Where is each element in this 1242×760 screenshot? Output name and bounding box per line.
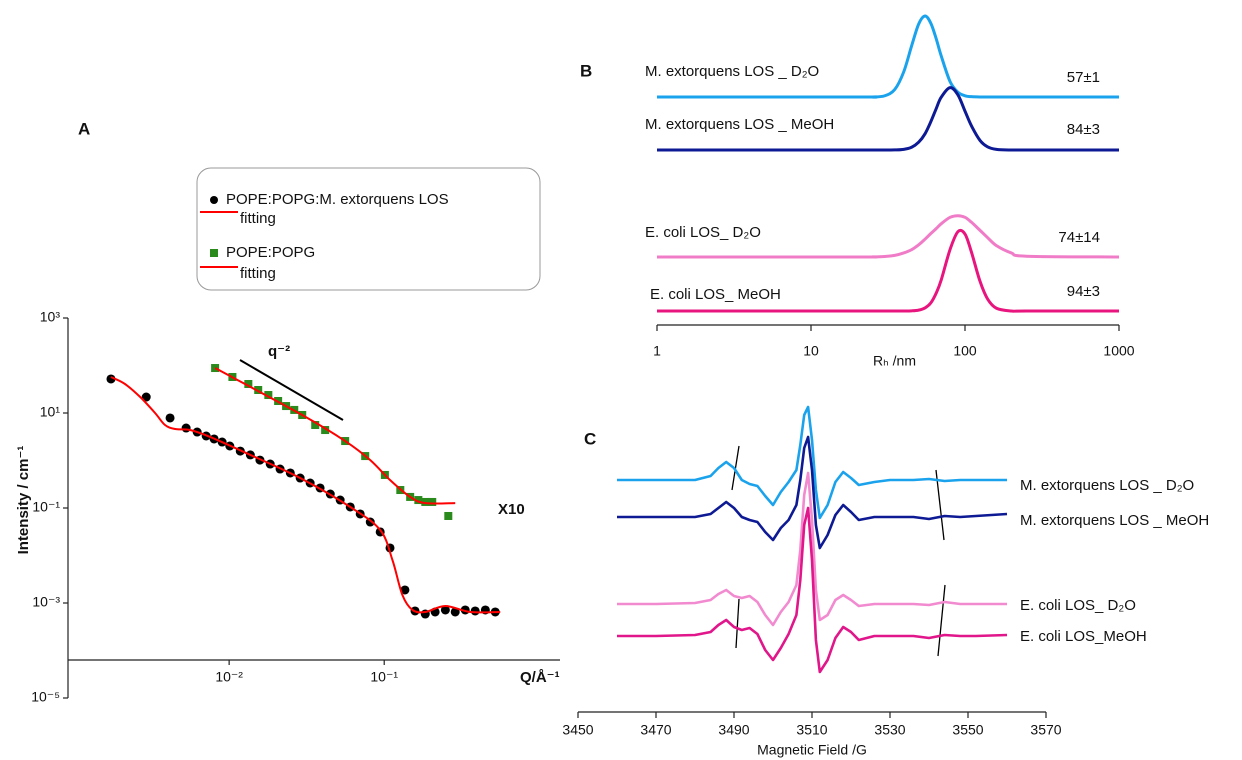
x-tick-label: 10 xyxy=(803,343,819,359)
data-point xyxy=(414,496,423,505)
data-point xyxy=(400,585,410,595)
data-point xyxy=(440,605,450,615)
slope-guide xyxy=(239,359,344,421)
legend-marker xyxy=(210,249,218,257)
data-point xyxy=(428,497,437,506)
data-point xyxy=(106,374,116,384)
x-tick-label: 3510 xyxy=(796,722,827,738)
data-point xyxy=(244,379,253,388)
x-axis-title: Q/Å⁻¹ xyxy=(520,669,560,686)
distribution-curve xyxy=(656,214,1120,259)
data-point xyxy=(421,497,430,506)
spectrum-trace xyxy=(617,405,1007,520)
annotation: q⁻² xyxy=(268,343,290,360)
spectrum-trace xyxy=(617,435,1008,550)
x-tick-label: 3570 xyxy=(1030,722,1061,738)
data-point xyxy=(470,606,480,616)
distribution-curve xyxy=(656,14,1119,99)
x-tick-label: 3550 xyxy=(952,722,983,738)
series-label: E. coli LOS_ MeOH xyxy=(650,286,781,303)
legend-label: POPE:POPG:M. extorquens LOS xyxy=(226,191,449,208)
x-tick-label: 100 xyxy=(953,343,977,359)
y-tick-label: 10⁻¹ xyxy=(32,499,60,515)
spectrum-trace xyxy=(617,471,1007,627)
x-tick-label: 10⁻² xyxy=(215,669,243,685)
data-point xyxy=(181,423,191,433)
distribution-curve xyxy=(656,86,1119,152)
panel-label: C xyxy=(584,429,596,448)
series-annotation: 74±14 xyxy=(1058,229,1100,246)
x-tick-label: 3490 xyxy=(718,722,749,738)
data-point xyxy=(311,420,320,429)
spectrum-trace xyxy=(617,506,1008,674)
y-tick-label: 10⁻⁵ xyxy=(31,689,60,705)
series-annotation: 84±3 xyxy=(1067,121,1100,138)
series-label: M. extorquens LOS _ D₂O xyxy=(1020,477,1194,494)
legend-label: POPE:POPG xyxy=(226,244,315,261)
peak-marker xyxy=(735,598,740,649)
series-label: E. coli LOS_ D₂O xyxy=(645,224,761,241)
data-point xyxy=(165,413,175,423)
data-point xyxy=(321,426,330,435)
panel-label: A xyxy=(78,119,90,138)
series-label: E. coli LOS_MeOH xyxy=(1020,628,1147,645)
series-label: E. coli LOS_ D₂O xyxy=(1020,597,1136,614)
y-tick-label: 10⁻³ xyxy=(32,594,60,610)
y-axis-title: Intensity / cm⁻¹ xyxy=(15,446,32,555)
data-point xyxy=(444,511,453,520)
x-tick-label: 1000 xyxy=(1103,343,1134,359)
fit-line xyxy=(110,376,501,614)
series-label: M. extorquens LOS _ MeOH xyxy=(1020,512,1209,529)
y-tick-label: 10¹ xyxy=(40,404,61,420)
annotation: X10 xyxy=(498,501,525,518)
y-tick-label: 10³ xyxy=(40,309,61,325)
data-point xyxy=(141,392,151,402)
peak-marker xyxy=(937,584,946,657)
series-annotation: 57±1 xyxy=(1067,69,1100,86)
series-label: M. extorquens LOS _ D₂O xyxy=(645,63,819,80)
x-axis-title: Magnetic Field /G xyxy=(757,742,867,758)
legend-box xyxy=(196,167,541,291)
distribution-curve xyxy=(657,228,1119,313)
data-point xyxy=(264,391,273,400)
x-tick-label: 3450 xyxy=(562,722,593,738)
x-tick-label: 10⁻¹ xyxy=(370,669,398,685)
legend-label: fitting xyxy=(240,210,276,227)
legend-label: fitting xyxy=(240,265,276,282)
legend-marker xyxy=(210,196,218,204)
peak-marker xyxy=(935,469,945,541)
panel-label: B xyxy=(580,61,592,80)
x-tick-label: 3470 xyxy=(640,722,671,738)
x-tick-label: 1 xyxy=(653,343,661,359)
fit-line xyxy=(214,367,456,505)
x-axis-title: Rₕ /nm xyxy=(873,353,916,369)
x-tick-label: 3530 xyxy=(874,722,905,738)
series-label: M. extorquens LOS _ MeOH xyxy=(645,116,834,133)
series-annotation: 94±3 xyxy=(1067,283,1100,300)
